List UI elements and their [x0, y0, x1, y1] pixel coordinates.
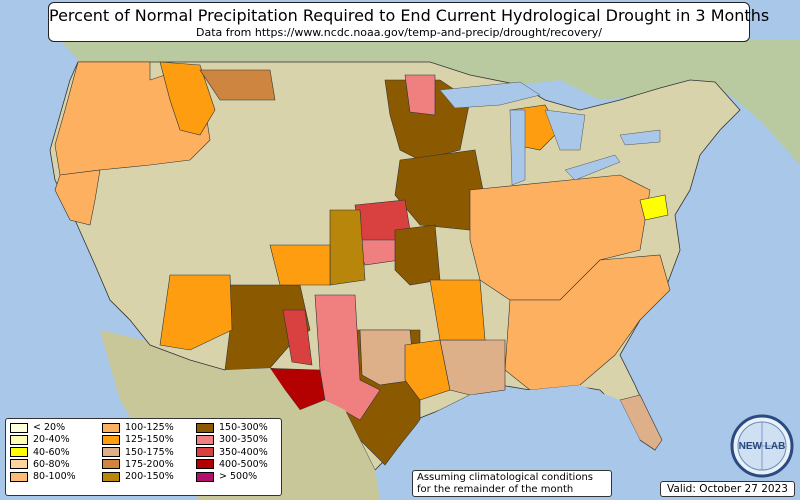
mexico-border-land — [225, 368, 380, 500]
logo-grid — [740, 422, 784, 470]
legend-item: 150-300% — [196, 422, 268, 434]
legend-item: 175-200% — [102, 459, 174, 471]
legend-label: 400-500% — [219, 458, 268, 470]
gulf-of-mexico — [400, 385, 640, 480]
canada-land — [60, 40, 800, 165]
legend-label: 350-400% — [219, 446, 268, 458]
legend-item: > 500% — [196, 471, 268, 483]
legend-swatch — [196, 459, 214, 470]
map-title: Percent of Normal Precipitation Required… — [49, 6, 770, 25]
region-texas-tan — [359, 329, 416, 386]
region-arkansas — [429, 279, 486, 341]
drought-regions — [54, 61, 671, 466]
map-subtitle: Data from https://www.ncdc.noaa.gov/temp… — [196, 26, 602, 39]
legend-item: 125-150% — [102, 434, 174, 446]
legend-item: 80-100% — [10, 471, 76, 483]
region-mississippi — [439, 339, 506, 396]
note-line-1: Assuming climatological conditions — [417, 472, 593, 483]
legend-swatch — [102, 471, 120, 482]
legend-label: 60-80% — [33, 458, 70, 470]
lab-logo: NEW LAB — [730, 414, 794, 478]
legend-swatch — [10, 422, 28, 433]
lake-michigan — [509, 109, 526, 186]
region-wisconsin — [404, 74, 436, 116]
legend-label: 125-150% — [125, 434, 174, 446]
region-southeast — [504, 254, 671, 391]
legend-swatch — [102, 459, 120, 470]
legend-column-3: 150-300% 300-350% 350-400% 400-500% > 50… — [196, 422, 268, 483]
legend-label: 300-350% — [219, 434, 268, 446]
legend-item: 200-150% — [102, 471, 174, 483]
legend-label: 200-150% — [125, 471, 174, 483]
legend-label: > 500% — [219, 471, 258, 483]
legend-swatch — [10, 434, 28, 445]
legend-item: 40-60% — [10, 447, 76, 459]
lake-erie — [564, 154, 621, 181]
legend-item: 400-500% — [196, 459, 268, 471]
legend-item: 300-350% — [196, 434, 268, 446]
region-new-mexico — [224, 284, 311, 371]
region-colorado — [269, 244, 331, 286]
region-new-mexico-red — [282, 309, 313, 366]
legend-item: < 20% — [10, 422, 76, 434]
legend-swatch — [10, 447, 28, 458]
region-idaho — [159, 61, 216, 136]
legend-swatch — [196, 422, 214, 433]
legend-swatch — [10, 471, 28, 482]
legend-swatch — [102, 434, 120, 445]
valid-date: Valid: October 27 2023 — [660, 481, 795, 497]
region-maryland — [639, 194, 669, 221]
legend-label: < 20% — [33, 422, 66, 433]
legend: < 20% 20-40% 40-60% 60-80% 80-100% 100-1… — [5, 418, 282, 496]
region-kansas — [329, 209, 366, 286]
legend-label: 150-300% — [219, 422, 268, 433]
lake-ontario — [619, 129, 661, 146]
legend-label: 40-60% — [33, 446, 70, 458]
legend-swatch — [102, 447, 120, 458]
region-west-coast — [54, 169, 101, 226]
legend-label: 150-175% — [125, 446, 174, 458]
region-montana-west — [199, 69, 276, 101]
logo-text: NEW LAB — [739, 441, 786, 452]
title-box: Percent of Normal Precipitation Required… — [48, 2, 770, 42]
lake-superior — [439, 81, 541, 109]
legend-label: 175-200% — [125, 458, 174, 470]
legend-item: 60-80% — [10, 459, 76, 471]
region-arizona — [159, 274, 233, 351]
legend-item: 150-175% — [102, 447, 174, 459]
legend-swatch — [196, 447, 214, 458]
legend-swatch — [102, 422, 120, 433]
region-louisiana — [404, 339, 451, 401]
legend-swatch — [10, 459, 28, 470]
legend-label: 20-40% — [33, 434, 70, 446]
legend-label: 100-125% — [125, 422, 174, 433]
legend-swatch — [196, 471, 214, 482]
legend-column-2: 100-125% 125-150% 150-175% 175-200% 200-… — [102, 422, 174, 483]
legend-item: 20-40% — [10, 434, 76, 446]
region-oklahoma — [394, 224, 441, 286]
legend-column-1: < 20% 20-40% 40-60% 60-80% 80-100% — [10, 422, 76, 483]
note-line-2: for the remainder of the month — [417, 484, 574, 495]
legend-label: 80-100% — [33, 471, 76, 483]
great-lakes — [439, 81, 661, 186]
region-florida — [619, 394, 663, 451]
legend-swatch — [196, 434, 214, 445]
legend-item: 100-125% — [102, 422, 174, 434]
lake-huron — [544, 109, 586, 151]
assumption-note: Assuming climatological conditions for t… — [412, 470, 612, 497]
region-texas-pink — [314, 294, 381, 421]
legend-item: 350-400% — [196, 447, 268, 459]
